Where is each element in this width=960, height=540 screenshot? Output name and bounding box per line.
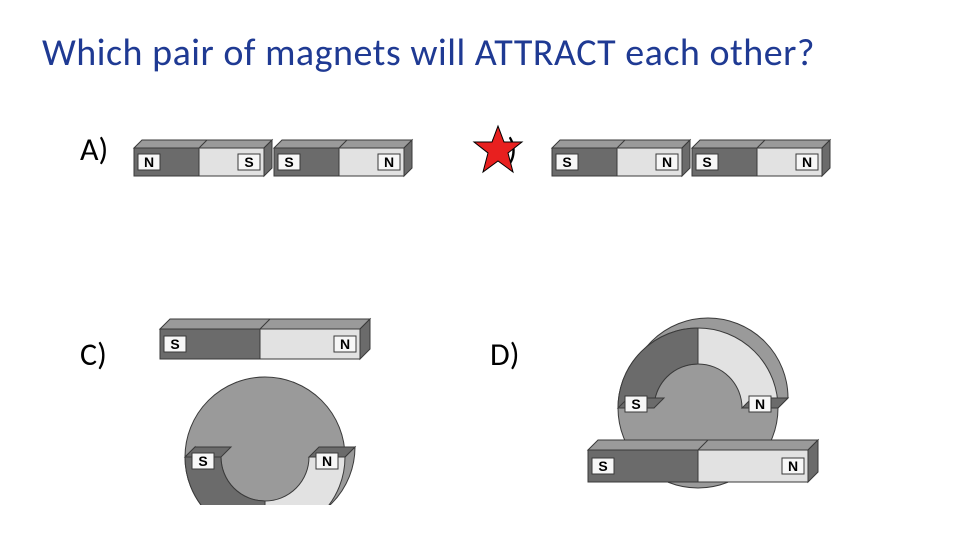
svg-text:S: S xyxy=(198,453,207,469)
option-c-magnet: S N S N xyxy=(130,305,430,505)
option-c-label: C) xyxy=(80,335,107,374)
correct-answer-star-icon xyxy=(472,124,524,176)
option-b-magnet: SNSN xyxy=(548,128,848,188)
svg-text:S: S xyxy=(702,154,711,170)
bar-over-horseshoe-icon: S N S N xyxy=(130,305,430,505)
svg-text:S: S xyxy=(598,458,607,474)
svg-text:S: S xyxy=(284,154,293,170)
option-d-magnet: S N S N xyxy=(548,300,868,510)
svg-text:N: N xyxy=(755,396,765,412)
svg-text:N: N xyxy=(384,154,394,170)
bar-pair-icon: SNSN xyxy=(548,128,848,188)
option-d-label: D) xyxy=(490,335,519,374)
svg-text:S: S xyxy=(170,336,179,352)
bar-pair-icon: NSSN xyxy=(130,128,430,188)
option-a-magnet: NSSN xyxy=(130,128,430,188)
svg-text:S: S xyxy=(562,154,571,170)
question-title: Which pair of magnets will ATTRACT each … xyxy=(42,30,815,76)
svg-text:S: S xyxy=(244,154,253,170)
svg-text:S: S xyxy=(631,396,640,412)
option-a-label: A) xyxy=(80,130,108,169)
svg-text:N: N xyxy=(340,336,350,352)
svg-text:N: N xyxy=(144,154,154,170)
svg-text:N: N xyxy=(802,154,812,170)
svg-text:N: N xyxy=(788,458,798,474)
svg-text:N: N xyxy=(662,154,672,170)
svg-text:N: N xyxy=(322,453,332,469)
horseshoe-over-bar-icon: S N S N xyxy=(548,300,868,510)
